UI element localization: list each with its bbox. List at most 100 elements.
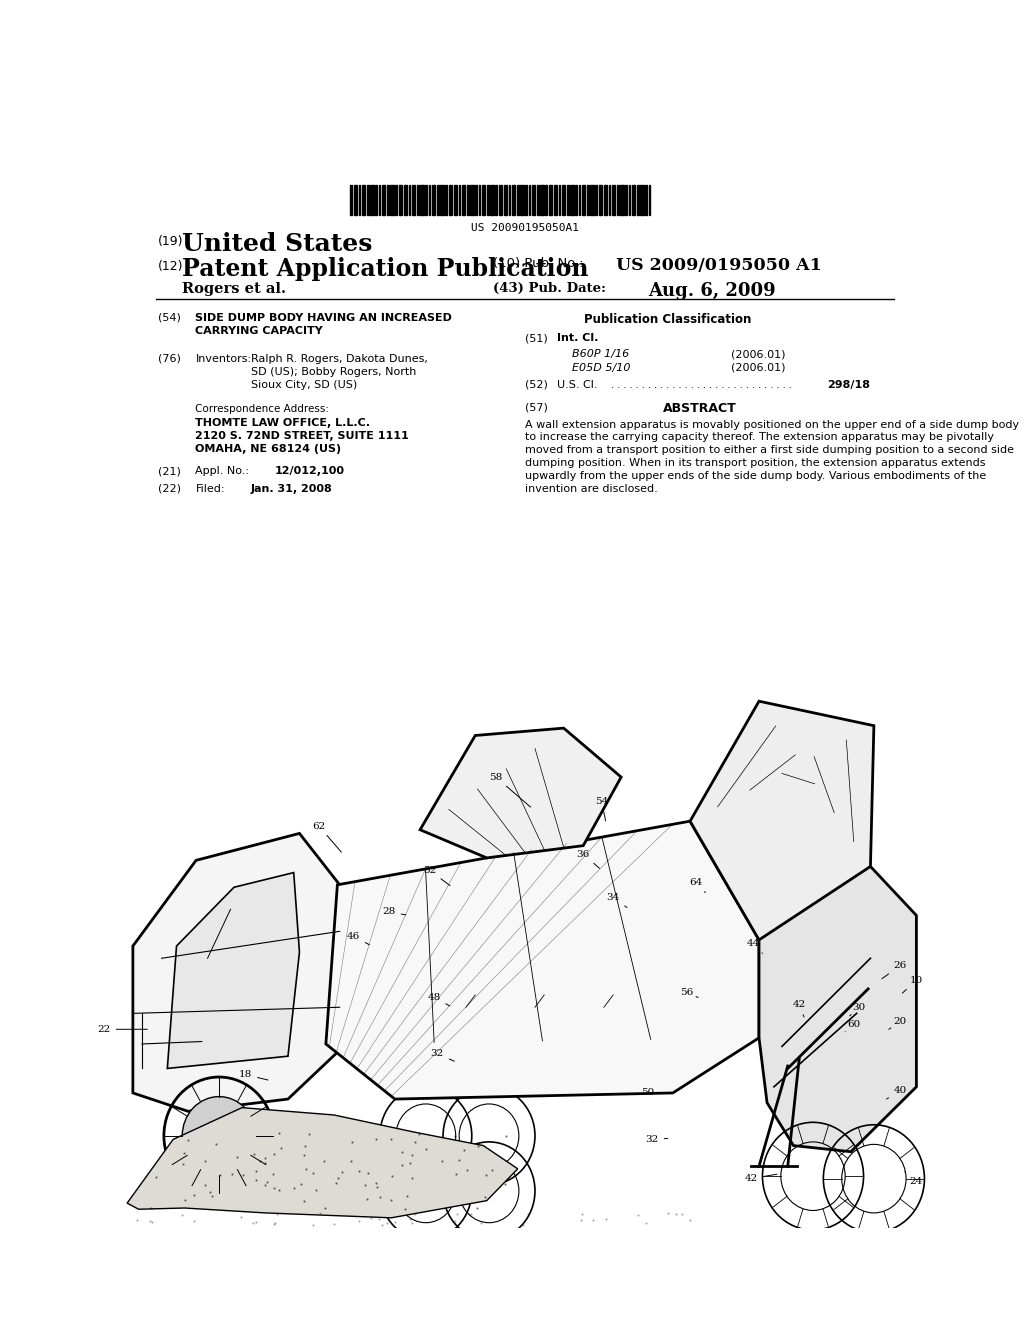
Text: (52): (52) [524, 380, 548, 389]
Bar [382, 185, 384, 215]
Bar [390, 185, 392, 215]
Text: 54: 54 [595, 797, 608, 821]
Bar [579, 185, 581, 215]
Bar [545, 185, 548, 215]
Text: 26: 26 [882, 961, 907, 978]
Text: 36: 36 [577, 850, 599, 869]
Bar [364, 185, 366, 215]
Text: (22): (22) [158, 483, 181, 494]
Bar [358, 185, 360, 215]
Bar [592, 185, 594, 215]
Polygon shape [167, 873, 299, 1068]
Text: (19): (19) [158, 235, 183, 248]
Text: 44: 44 [746, 939, 763, 953]
Text: (43) Pub. Date:: (43) Pub. Date: [494, 282, 606, 296]
Text: 46: 46 [347, 932, 370, 945]
Text: 58: 58 [489, 772, 530, 807]
Text: (21): (21) [158, 466, 181, 477]
Bar [583, 185, 584, 215]
Bar [463, 185, 464, 215]
Bar [612, 185, 613, 215]
Bar [482, 185, 483, 215]
Text: 10: 10 [902, 975, 923, 993]
Bar [429, 185, 430, 215]
Text: 56: 56 [680, 989, 698, 998]
Text: US 20090195050A1: US 20090195050A1 [471, 223, 579, 234]
Bar [564, 185, 565, 215]
Bar [353, 185, 355, 215]
Text: (12): (12) [158, 260, 183, 273]
Text: (2006.01): (2006.01) [731, 363, 785, 372]
Bar [470, 185, 472, 215]
Text: SIDE DUMP BODY HAVING AN INCREASED
CARRYING CAPACITY: SIDE DUMP BODY HAVING AN INCREASED CARRY… [196, 313, 453, 337]
Text: 22: 22 [97, 1024, 147, 1034]
Bar [567, 185, 568, 215]
Bar [487, 185, 488, 215]
Bar [514, 185, 515, 215]
Bar [400, 185, 402, 215]
Bar [595, 185, 597, 215]
Text: Rogers et al.: Rogers et al. [182, 282, 286, 297]
Text: Inventors:: Inventors: [196, 354, 252, 363]
Bar [387, 185, 389, 215]
Text: US 2009/0195050 A1: US 2009/0195050 A1 [616, 257, 822, 275]
Bar [623, 185, 624, 215]
Text: Correspondence Address:: Correspondence Address: [196, 404, 330, 414]
Bar [520, 185, 522, 215]
Bar [543, 185, 544, 215]
Text: 30: 30 [850, 1003, 865, 1016]
Bar [459, 185, 460, 215]
Polygon shape [127, 1107, 518, 1218]
Bar [509, 185, 510, 215]
Text: 52: 52 [423, 866, 450, 886]
Bar [422, 185, 424, 215]
Text: Filed:: Filed: [196, 483, 225, 494]
Text: 62: 62 [312, 821, 341, 853]
Bar [599, 185, 600, 215]
Bar [437, 185, 438, 215]
Bar [572, 185, 573, 215]
Bar [522, 185, 523, 215]
Bar [368, 185, 369, 215]
Bar [493, 185, 494, 215]
Bar [413, 185, 414, 215]
Bar [379, 185, 380, 215]
Text: OMAHA, NE 68124 (US): OMAHA, NE 68124 (US) [196, 444, 342, 454]
Bar [600, 185, 602, 215]
Bar [500, 185, 503, 215]
Bar [617, 185, 618, 215]
Text: 48: 48 [427, 993, 450, 1006]
Bar [605, 185, 607, 215]
Bar [467, 185, 469, 215]
Bar [375, 185, 378, 215]
Bar [517, 185, 519, 215]
Bar [590, 185, 592, 215]
Text: 18: 18 [239, 1071, 268, 1080]
Text: 32: 32 [431, 1049, 455, 1061]
Text: Jan. 31, 2008: Jan. 31, 2008 [251, 483, 333, 494]
Bar [499, 185, 500, 215]
Bar [464, 185, 465, 215]
Text: ABSTRACT: ABSTRACT [663, 403, 736, 416]
Bar [475, 185, 477, 215]
Text: A wall extension apparatus is movably positioned on the upper end of a side dump: A wall extension apparatus is movably po… [524, 420, 1019, 494]
Bar [528, 185, 530, 215]
Text: E05D 5/10: E05D 5/10 [572, 363, 631, 372]
Bar [451, 185, 453, 215]
Bar [629, 185, 630, 215]
Text: Aug. 6, 2009: Aug. 6, 2009 [648, 282, 775, 301]
Bar [642, 185, 644, 215]
Bar [406, 185, 408, 215]
Bar [371, 185, 373, 215]
Text: 2120 S. 72ND STREET, SUITE 1111: 2120 S. 72ND STREET, SUITE 1111 [196, 430, 410, 441]
Text: B60P 1/16: B60P 1/16 [572, 350, 630, 359]
Bar [490, 185, 493, 215]
Bar [505, 185, 507, 215]
Bar [608, 185, 610, 215]
Bar [403, 185, 406, 215]
Bar [456, 185, 458, 215]
Bar [637, 185, 639, 215]
Bar [550, 185, 552, 215]
Text: . . . . . . . . . . . . . . . . . . . . . . . . . . . . . .: . . . . . . . . . . . . . . . . . . . . … [608, 380, 792, 389]
Bar [496, 185, 498, 215]
